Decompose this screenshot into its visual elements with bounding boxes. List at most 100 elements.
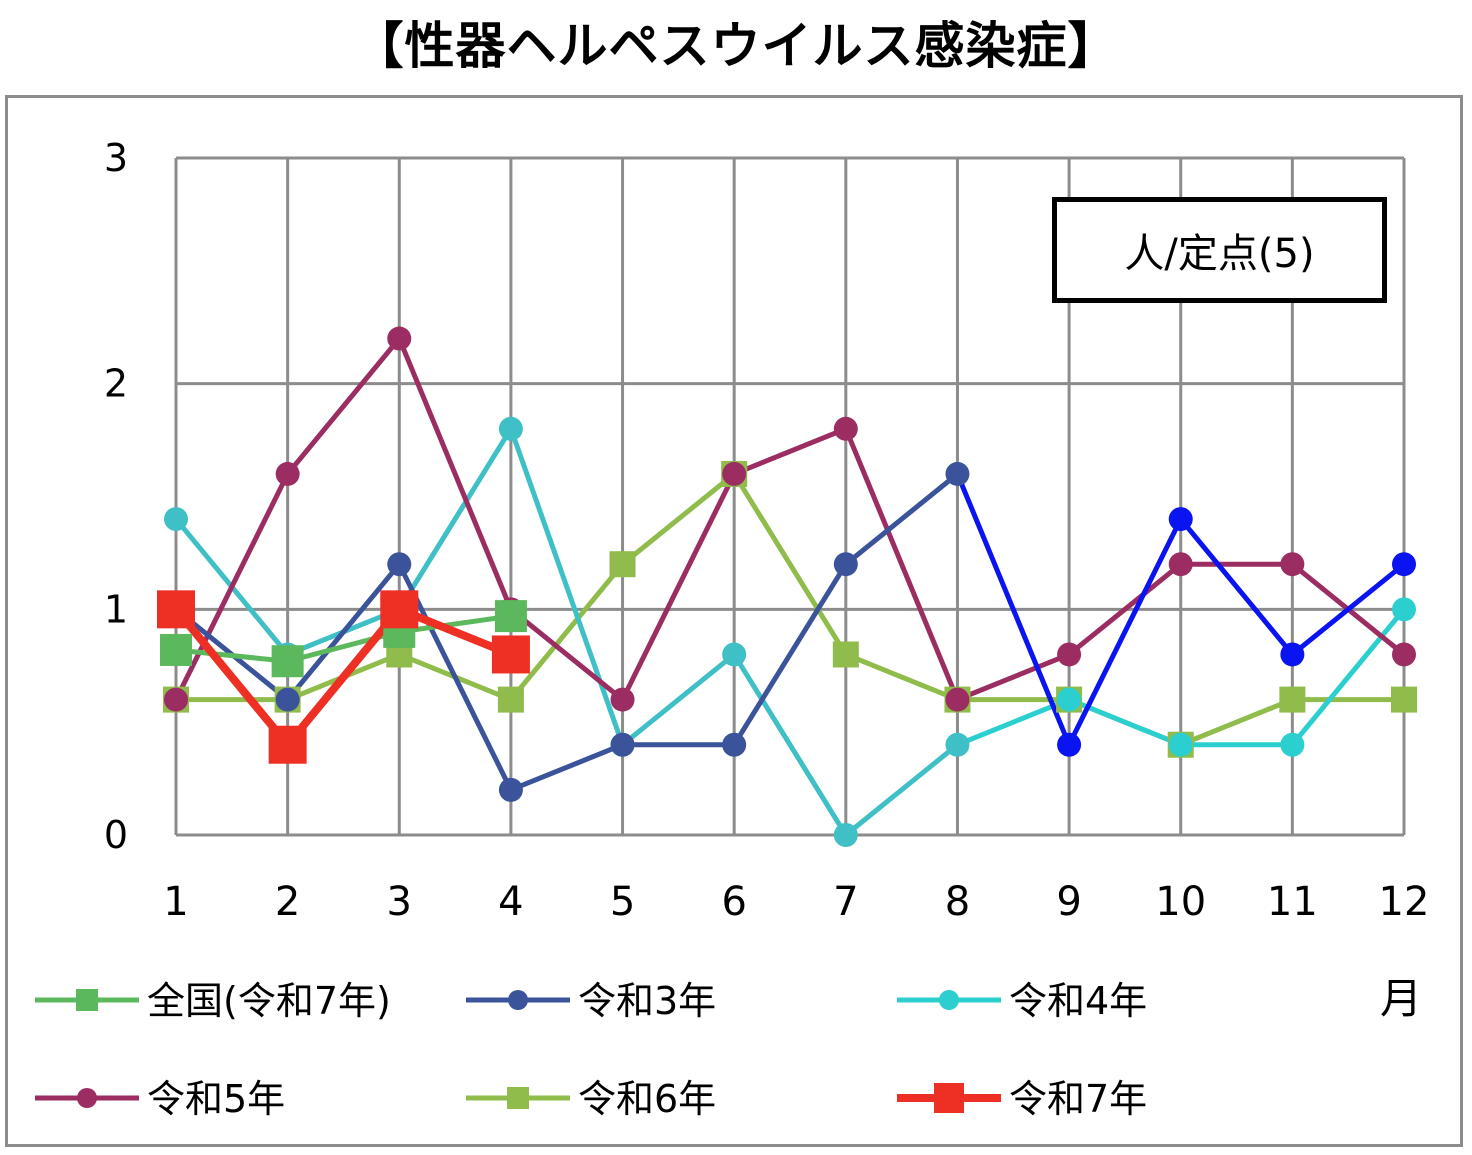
data-point (164, 687, 188, 712)
series-line-segment (1289, 561, 1407, 657)
data-point (1168, 732, 1193, 757)
x-tick-label: 1 (163, 879, 188, 925)
data-point (722, 732, 747, 757)
series-line-segment (731, 426, 849, 477)
series-line-segment (843, 651, 960, 703)
x-tick-label: 4 (498, 879, 523, 925)
legend-label: 全国(令和7年) (147, 979, 391, 1023)
data-point (268, 725, 307, 764)
data-point (497, 686, 524, 713)
data-point (1392, 642, 1416, 667)
series-line-segment (173, 471, 291, 703)
data-point (387, 552, 412, 577)
y-tick-label: 2 (104, 362, 128, 406)
x-tick-label: 11 (1267, 879, 1318, 925)
data-point (160, 633, 192, 666)
series-line-segment (731, 651, 849, 838)
legend-swatch-marker (934, 1083, 964, 1113)
x-tick-label: 10 (1155, 879, 1206, 925)
x-tick-label: 3 (387, 879, 412, 925)
y-tick-label: 3 (104, 136, 128, 180)
series-line-segment (172, 605, 292, 749)
x-tick-labels: 1 2 3 4 5 6 7 8 9 10 11 12 (163, 879, 1429, 925)
series-line-segment (283, 605, 404, 749)
legend-label: 令和5年 (147, 1077, 285, 1121)
data-point (1392, 597, 1416, 622)
chart-title: 【性器ヘルペスウイルス感染症】 (353, 17, 1119, 75)
x-tick-label: 8 (945, 879, 970, 925)
data-point (157, 590, 195, 629)
series-line-segment (396, 336, 514, 612)
series-line-segment (285, 336, 402, 477)
legend-swatch-marker (77, 1088, 97, 1108)
legend-label: 令和7年 (1009, 1077, 1147, 1121)
data-point (1057, 642, 1082, 667)
data-point (275, 687, 300, 712)
series-line-segment (1289, 606, 1407, 748)
legend-swatch-marker (507, 1087, 529, 1109)
legend-swatch-marker (76, 989, 98, 1011)
x-tick-label: 5 (610, 879, 635, 925)
data-point (491, 635, 530, 674)
data-point (833, 823, 858, 847)
data-point (945, 461, 970, 486)
unit-label: 人/定点(5) (1052, 197, 1387, 303)
chart-frame (5, 95, 1463, 1147)
series-line-segment (508, 426, 626, 748)
data-point (1391, 686, 1417, 713)
data-point (271, 645, 304, 678)
data-point (722, 461, 747, 486)
y-tick-label: 1 (104, 587, 128, 631)
series-line-segment (620, 651, 737, 748)
series-line-segment (1178, 516, 1295, 657)
data-point (610, 687, 635, 712)
legend-label: 令和4年 (1009, 979, 1147, 1023)
data-point (380, 590, 419, 629)
data-point (833, 416, 858, 441)
series-line-segment (843, 426, 960, 703)
series-line-segment (1066, 516, 1184, 748)
legend-label: 令和6年 (578, 1077, 716, 1121)
legend-label: 令和3年 (578, 979, 716, 1023)
series-markers (157, 326, 1417, 847)
series-line-segment (843, 471, 960, 567)
x-axis-label: 月 (1380, 974, 1423, 1023)
data-point (498, 777, 523, 802)
series-line-segment (508, 606, 626, 703)
data-point (387, 326, 412, 351)
data-point (1168, 507, 1193, 532)
y-tick-labels: 0 1 2 3 (104, 136, 128, 857)
series-line-segment (508, 561, 626, 703)
x-tick-label: 7 (833, 879, 858, 925)
series-line-segment (396, 613, 514, 635)
y-tick-label: 0 (104, 813, 128, 857)
x-tick-label: 12 (1379, 879, 1430, 925)
data-point (832, 641, 859, 668)
data-point (498, 416, 523, 441)
series-line-segment (954, 651, 1072, 703)
x-tick-label: 2 (275, 879, 300, 925)
data-point (494, 600, 527, 633)
legend-swatch-marker (939, 990, 959, 1010)
series-line-segment (620, 471, 737, 703)
data-point (833, 552, 858, 577)
data-point (1168, 552, 1193, 577)
series-line-segment (843, 742, 960, 838)
data-point (945, 687, 970, 712)
data-point (275, 461, 300, 486)
legend-swatch-marker (508, 990, 528, 1010)
series-line-segment (954, 471, 1072, 748)
data-point (1280, 642, 1305, 667)
data-point (945, 732, 970, 757)
series-line-segment (285, 561, 402, 703)
series-line-segment (620, 471, 737, 567)
series-line-segment (396, 426, 514, 612)
data-point (164, 507, 188, 532)
data-point (1057, 687, 1082, 712)
series-line-segment (508, 742, 626, 793)
data-point (610, 732, 635, 757)
data-point (1280, 732, 1305, 757)
series-line-segment (1066, 561, 1184, 657)
series-line-segment (173, 647, 291, 664)
